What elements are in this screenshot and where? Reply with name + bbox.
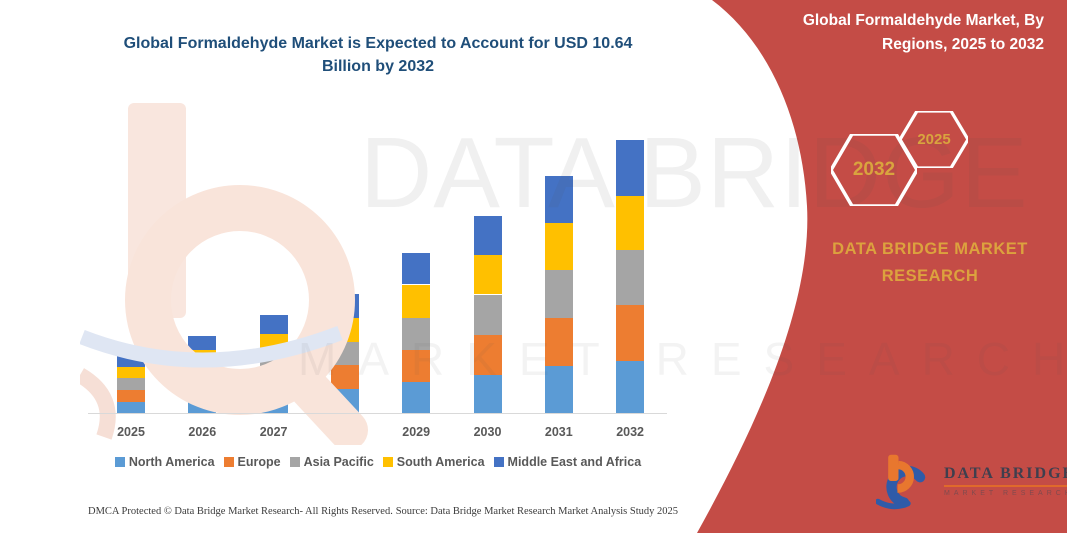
bar-segment-2030-middle-east-and-africa — [473, 215, 502, 255]
logo-b-watermark — [80, 103, 368, 445]
bar-segment-2031-europe — [544, 317, 573, 366]
x-tick-2032: 2032 — [616, 425, 644, 439]
brand-line-2: RESEARCH — [881, 267, 979, 285]
bar-segment-2032-europe — [616, 304, 645, 362]
bar-segment-2030-south-america — [473, 254, 502, 295]
legend-swatch — [382, 457, 393, 467]
brand-line-1: DATA BRIDGE MARKET — [832, 240, 1028, 258]
bar-segment-2029-north-america — [402, 382, 431, 413]
bar-segment-2030-asia-pacific — [473, 294, 502, 335]
company-logo-rule — [944, 485, 1067, 487]
logo-orange-stem — [888, 454, 899, 481]
legend-item-south-america: South America — [382, 455, 485, 469]
logo-blue-swoosh — [876, 498, 911, 510]
bar-segment-2029-middle-east-and-africa — [402, 252, 431, 285]
hexagon-2025: 2025 — [898, 109, 970, 170]
legend-label: Europe — [237, 455, 281, 469]
bar-segment-2027-middle-east-and-africa — [259, 314, 288, 335]
bar-segment-2025-europe — [117, 389, 145, 403]
hexagon-2025-label: 2025 — [917, 131, 951, 148]
footer-source-text: Source: Data Bridge Market Research Mark… — [395, 506, 678, 517]
legend-label: South America — [396, 455, 485, 469]
bar-segment-2032-asia-pacific — [616, 249, 645, 305]
legend-swatch — [289, 457, 300, 467]
company-logo: DATA BRIDGE MARKET RESEARCH — [876, 452, 1067, 510]
x-tick-2027: 2027 — [259, 425, 288, 439]
chart-footer: DMCA Protected © Data Bridge Market Rese… — [88, 506, 678, 517]
watermark-b-tail — [275, 353, 368, 445]
bar-segment-2029-south-america — [402, 284, 431, 318]
sidebar-title: Global Formaldehyde Market, By Regions, … — [802, 12, 1044, 53]
x-tick-2030: 2030 — [473, 425, 502, 439]
company-logo-mark — [876, 454, 926, 510]
bar-segment-2025-middle-east-and-africa — [117, 356, 145, 367]
legend-item-north-america: North America — [114, 455, 215, 469]
company-logo-subtitle: MARKET RESEARCH — [944, 490, 1067, 497]
watermark-text-marketresearch: MARKET RESEARCH — [298, 333, 1067, 385]
logo-orange-bowl — [897, 460, 914, 493]
x-tick-2025: 2025 — [117, 425, 145, 439]
bar-segment-2029-asia-pacific — [402, 317, 431, 350]
bar-segment-2030-europe — [473, 334, 502, 375]
legend-item-middle-east-and-africa: Middle East and Africa — [493, 455, 642, 469]
watermark-peach-arc — [80, 368, 116, 440]
bar-segment-2031-south-america — [544, 222, 573, 271]
bar-segment-2030-north-america — [473, 374, 502, 413]
red-panel-shape — [697, 0, 1067, 533]
bar-segment-2028-europe — [330, 365, 359, 390]
bar-segment-2029-europe — [402, 349, 431, 383]
bar-segment-2025-south-america — [117, 367, 145, 379]
bar-segment-2032-middle-east-and-africa — [616, 139, 645, 197]
bar-segment-2025-asia-pacific — [117, 378, 145, 390]
bar-segment-2031-asia-pacific — [544, 270, 573, 318]
bar-segment-2025-north-america — [117, 402, 145, 413]
x-axis-line — [88, 413, 667, 414]
legend-swatch — [493, 457, 504, 467]
watermark-b-bowl — [125, 185, 355, 415]
legend-label: North America — [128, 455, 215, 469]
hexagon-2032-label: 2032 — [852, 159, 896, 180]
company-logo-name: DATA BRIDGE — [944, 465, 1067, 482]
legend-item-europe: Europe — [223, 455, 281, 469]
chart-legend: North America Europe Asia Pacific South Ame… — [78, 455, 678, 469]
legend-label: Middle East and Africa — [507, 455, 642, 469]
x-tick-2029: 2029 — [402, 425, 431, 439]
legend-item-asia-pacific: Asia Pacific — [289, 455, 374, 469]
watermark-blue-swoosh — [80, 326, 343, 368]
bar-segment-2031-north-america — [544, 365, 573, 413]
bar-segment-2031-middle-east-and-africa — [544, 175, 573, 223]
legend-swatch — [223, 457, 234, 467]
company-logo-text: DATA BRIDGE MARKET RESEARCH — [944, 465, 1067, 497]
bar-segment-2032-south-america — [616, 196, 645, 250]
x-tick-2031: 2031 — [544, 425, 573, 439]
brand-text-block: DATA BRIDGE MARKET RESEARCH — [788, 236, 1067, 290]
chart-title: Global Formaldehyde Market is Expected t… — [123, 35, 633, 75]
x-tick-2026: 2026 — [188, 425, 217, 439]
legend-swatch — [114, 457, 125, 467]
footer-dmca-text: DMCA Protected © Data Bridge Market Rese… — [88, 506, 393, 517]
bar-segment-2032-north-america — [616, 361, 645, 413]
bar-segment-2026-middle-east-and-africa — [188, 335, 217, 351]
legend-label: Asia Pacific — [303, 455, 374, 469]
